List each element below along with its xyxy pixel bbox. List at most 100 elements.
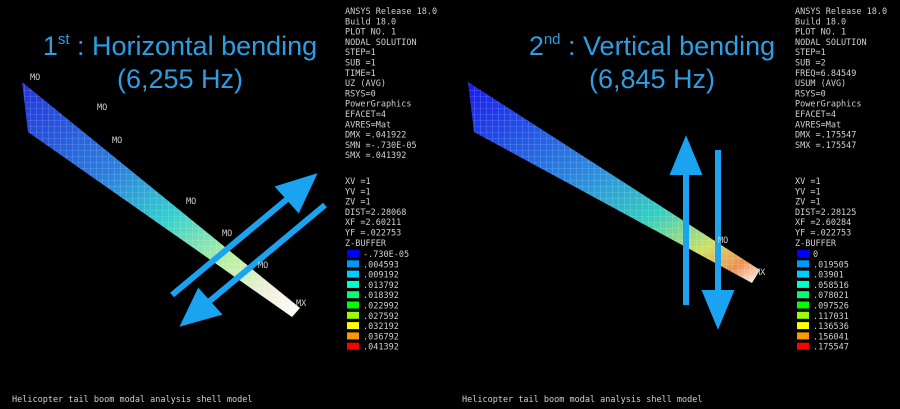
legend-swatch	[347, 301, 359, 309]
arrows	[170, 173, 327, 327]
view-line: XF =2.60211	[345, 218, 401, 228]
panel-subtitle: (6,845 Hz)	[589, 64, 715, 94]
node-label: MO	[97, 103, 107, 113]
info-line: SMN =-.730E-05	[345, 141, 417, 151]
info-line: ANSYS Release 18.0	[345, 7, 437, 17]
legend-swatch	[347, 280, 359, 288]
legend-label: .041392	[363, 343, 399, 353]
info-line: DMX =.041922	[345, 131, 406, 141]
info-line: SUB =2	[795, 59, 826, 69]
legend-swatch	[347, 332, 359, 340]
legend-label: .156041	[813, 332, 849, 342]
node-label: MO	[186, 197, 196, 207]
legend-label: .036792	[363, 332, 399, 342]
info-line: DMX =.175547	[795, 131, 856, 141]
panel-subtitle: (6,255 Hz)	[117, 64, 243, 94]
legend-label: .027592	[363, 312, 399, 322]
info-line: UZ (AVG)	[345, 79, 386, 89]
arrow-head	[669, 135, 703, 175]
view-line: XV =1	[345, 177, 371, 187]
legend-label: 0	[813, 250, 818, 260]
arrow-head	[274, 173, 318, 214]
legend-swatch	[347, 291, 359, 299]
legend-label: .018392	[363, 291, 399, 301]
node-label: MO	[258, 261, 268, 271]
legend-label: .019505	[813, 260, 849, 270]
panel-title: 2nd : Vertical bending	[529, 31, 775, 61]
arrow-head	[179, 287, 223, 327]
view-line: YV =1	[345, 187, 371, 197]
info-line: Build 18.0	[795, 17, 846, 27]
legend-label: .097526	[813, 302, 849, 312]
legend-swatch	[797, 301, 809, 309]
info-line: SUB =1	[345, 59, 376, 69]
info-line: PLOT NO. 1	[795, 28, 846, 38]
panel-title: 1st : Horizontal bending	[43, 31, 317, 61]
node-label: MO	[718, 236, 728, 246]
info-line: AVRES=Mat	[345, 120, 391, 130]
info-line: RSYS=0	[345, 89, 376, 99]
title-suffix: nd	[544, 31, 561, 48]
legend-label: .136536	[813, 322, 849, 332]
arrows	[669, 135, 735, 330]
info-line: NODAL SOLUTION	[795, 38, 867, 48]
footer: Helicopter tail boom modal analysis shel…	[12, 395, 253, 405]
view-line: XV =1	[795, 177, 821, 187]
info-line: STEP=1	[795, 48, 826, 58]
info-line: AVRES=Mat	[795, 120, 841, 130]
arrow-head	[701, 290, 735, 330]
title-suffix: st	[58, 31, 71, 48]
node-label: MO	[30, 73, 40, 83]
legend-label: .117031	[813, 312, 849, 322]
info-line: STEP=1	[345, 48, 376, 58]
title-text: : Vertical bending	[561, 31, 776, 61]
view-line: ZV =1	[345, 198, 371, 208]
view-line: Z-BUFFER	[795, 239, 837, 249]
view-line: YV =1	[795, 187, 821, 197]
footer: Helicopter tail boom modal analysis shel…	[462, 395, 703, 405]
arrow	[203, 202, 327, 308]
view-line: ZV =1	[795, 198, 821, 208]
legend-swatch	[347, 260, 359, 268]
legend-label: .009192	[363, 271, 399, 281]
legend-swatch	[797, 322, 809, 330]
legend-label: .058516	[813, 281, 849, 291]
legend-swatch	[347, 322, 359, 330]
legend-swatch	[797, 260, 809, 268]
view-line: XF =2.60284	[795, 218, 851, 228]
legend-swatch	[797, 250, 809, 257]
view-line: DIST=2.28068	[345, 208, 406, 218]
view-line: DIST=2.28125	[795, 208, 856, 218]
view-line: YF =.022753	[795, 229, 851, 239]
legend-label: .175547	[813, 343, 849, 353]
boom-mesh	[22, 82, 300, 317]
info-line: Build 18.0	[345, 17, 396, 27]
legend-label: .022992	[363, 302, 399, 312]
legend-label: .03901	[813, 271, 844, 281]
legend-swatch	[347, 311, 359, 319]
legend-label: .078021	[813, 291, 849, 301]
node-label: MX	[296, 299, 307, 309]
panel-right	[468, 82, 760, 330]
legend-swatch	[797, 311, 809, 319]
legend-swatch	[797, 270, 809, 278]
info-line: PowerGraphics	[345, 100, 412, 110]
info-line: ANSYS Release 18.0	[795, 7, 887, 17]
node-label: MX	[755, 268, 766, 278]
info-line: FREQ=6.84549	[795, 69, 856, 79]
info-line: RSYS=0	[795, 89, 826, 99]
info-line: PLOT NO. 1	[345, 28, 396, 38]
info-line: EFACET=4	[345, 110, 386, 120]
info-line: TIME=1	[345, 69, 376, 79]
info-line: PowerGraphics	[795, 100, 862, 110]
title-number: 1	[43, 31, 58, 61]
info-line: SMX =.175547	[795, 141, 856, 151]
arrow	[170, 192, 294, 298]
info-line: USUM (AVG)	[795, 79, 846, 89]
info-line: SMX =.041392	[345, 151, 406, 161]
legend-swatch	[797, 280, 809, 288]
view-line: YF =.022753	[345, 229, 401, 239]
info-line: NODAL SOLUTION	[345, 38, 417, 48]
legend-swatch	[347, 250, 359, 257]
